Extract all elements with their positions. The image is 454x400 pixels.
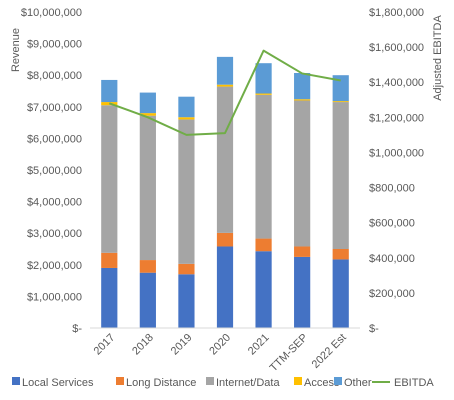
y-left-tick-label: $- xyxy=(72,323,82,335)
bar-segment-other xyxy=(255,63,272,94)
bar-segment-local-services xyxy=(101,267,118,328)
x-tick-label: 2017 xyxy=(92,332,118,358)
bar-segment-local-services xyxy=(255,251,272,328)
y-left-tick-label: $2,000,000 xyxy=(27,260,82,272)
x-tick-label: 2021 xyxy=(246,332,272,358)
y-right-tick-label: $600,000 xyxy=(369,218,415,230)
bar-segment-other xyxy=(294,72,311,100)
bar-segment-internet-data xyxy=(139,115,156,261)
legend-label-internet-data: Internet/Data xyxy=(216,377,280,389)
x-tick-label: TTM-SEP xyxy=(268,332,311,375)
y-left-axis-title: Revenue xyxy=(10,28,22,72)
bar-segment-access xyxy=(216,84,234,87)
bar-segment-long-distance xyxy=(139,260,156,273)
bar-segment-internet-data xyxy=(101,105,118,253)
bar-segment-local-services xyxy=(216,246,234,328)
y-left-tick-label: $1,000,000 xyxy=(27,291,82,303)
y-right-tick-label: $1,800,000 xyxy=(369,7,424,19)
legend-swatch-local-services xyxy=(12,377,20,385)
bar-segment-internet-data xyxy=(294,100,311,247)
bar-segment-local-services xyxy=(332,259,349,328)
bar-segment-access xyxy=(178,117,195,120)
bar-segment-long-distance xyxy=(101,252,118,268)
bar-segment-local-services xyxy=(294,256,311,328)
legend-swatch-long-distance xyxy=(116,377,124,385)
y-left-tick-label: $3,000,000 xyxy=(27,228,82,240)
bar-segment-internet-data xyxy=(332,102,349,249)
legend-label-long-distance: Long Distance xyxy=(126,377,196,389)
bar-segment-access xyxy=(255,93,272,95)
x-tick-label: 2020 xyxy=(207,332,233,358)
bar-segment-other xyxy=(332,75,349,102)
bar-segment-access xyxy=(294,99,311,101)
bar-segment-internet-data xyxy=(216,86,234,233)
legend-label-other: Other xyxy=(344,377,372,389)
bar-segment-other xyxy=(101,79,118,103)
bar-segment-long-distance xyxy=(294,246,311,257)
y-right-tick-label: $1,200,000 xyxy=(369,112,424,124)
y-left-tick-label: $10,000,000 xyxy=(21,7,82,19)
x-tick-label: 2018 xyxy=(130,332,156,358)
y-right-tick-label: $400,000 xyxy=(369,253,415,265)
legend-swatch-access xyxy=(294,377,302,385)
bar-segment-long-distance xyxy=(332,249,349,260)
series-line-ebitda xyxy=(108,49,341,136)
legend-swatch-other xyxy=(334,377,342,385)
bar-segment-internet-data xyxy=(255,94,272,239)
legend-label-local-services: Local Services xyxy=(22,377,94,389)
y-right-tick-label: $800,000 xyxy=(369,183,415,195)
y-right-tick-label: $1,400,000 xyxy=(369,77,424,89)
bar-segment-access xyxy=(332,101,349,103)
bar-segment-long-distance xyxy=(255,238,272,252)
y-left-tick-label: $5,000,000 xyxy=(27,165,82,177)
legend-label-access: Access xyxy=(304,377,340,389)
y-left-tick-label: $8,000,000 xyxy=(27,70,82,82)
bar-segment-other xyxy=(178,96,195,118)
bar-segment-internet-data xyxy=(178,119,195,264)
y-right-tick-label: $1,000,000 xyxy=(369,147,424,159)
x-tick-label: 2019 xyxy=(169,332,195,358)
y-right-tick-label: $- xyxy=(369,323,379,335)
bar-segment-long-distance xyxy=(178,263,195,275)
bar-segment-other xyxy=(216,56,234,85)
y-left-tick-label: $7,000,000 xyxy=(27,102,82,114)
y-left-tick-label: $9,000,000 xyxy=(27,39,82,51)
x-tick-label: 2022 Est xyxy=(310,332,349,371)
bar-segment-local-services xyxy=(139,272,156,328)
y-left-tick-label: $6,000,000 xyxy=(27,133,82,145)
y-right-axis-title: Adjusted EBITDA xyxy=(432,15,444,101)
bar-segment-local-services xyxy=(178,274,195,328)
y-right-tick-label: $200,000 xyxy=(369,288,415,300)
bar-segment-long-distance xyxy=(216,232,234,247)
bar-segment-access xyxy=(139,113,156,116)
y-left-tick-label: $4,000,000 xyxy=(27,197,82,209)
y-right-tick-label: $1,600,000 xyxy=(369,42,424,54)
bar-segment-other xyxy=(139,92,156,114)
legend-label-ebitda: EBITDA xyxy=(394,377,434,389)
legend-swatch-internet-data xyxy=(206,377,214,385)
